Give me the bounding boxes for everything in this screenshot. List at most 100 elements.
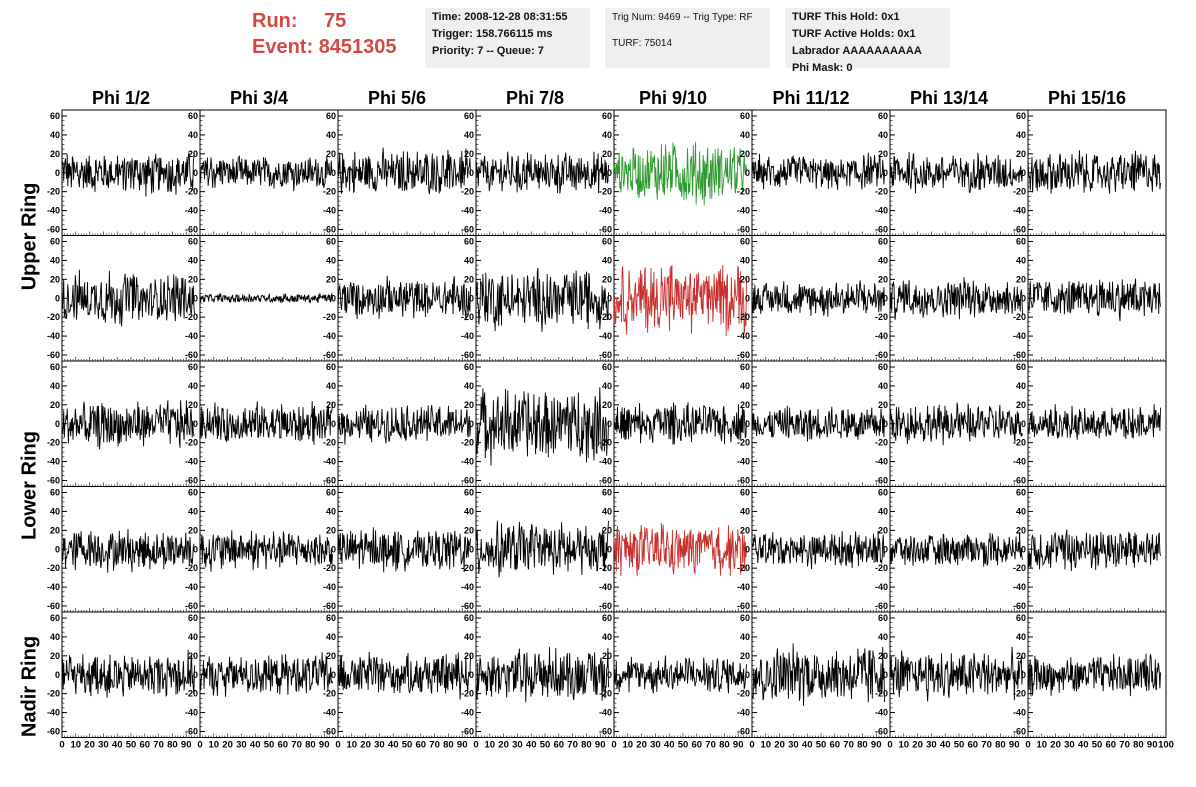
y-tick-label: 60 [602,488,612,498]
y-tick-label: 0 [331,168,336,178]
waveform-trace [337,275,471,321]
turf-hold-text: TURF This Hold: 0x1 [792,11,900,23]
x-tick-label: 50 [540,740,551,751]
waveform-trace [613,264,747,337]
y-tick-label: 20 [878,400,888,410]
y-tick-label: -20 [461,312,474,322]
column-header-6: Phi 11/12 [772,88,850,108]
x-tick-label: 70 [153,740,164,751]
y-tick-label: 20 [464,651,474,661]
waveform-trace [199,292,333,304]
x-tick-label: 80 [443,740,454,751]
turf-text: TURF: 75014 [612,38,673,49]
y-tick-label: 0 [607,419,612,429]
y-tick-label: 40 [464,130,474,140]
y-tick-label: -20 [185,438,198,448]
y-tick-label: -40 [1013,708,1026,718]
y-tick-label: -40 [185,206,198,216]
y-tick-label: 40 [878,506,888,516]
x-tick-label: 80 [719,740,730,751]
y-tick-label: -20 [737,438,750,448]
y-tick-label: -20 [47,438,60,448]
y-tick-label: 40 [878,381,888,391]
y-tick-label: 20 [50,149,60,159]
y-tick-label: 60 [464,237,474,247]
x-tick-label: 40 [1078,740,1089,751]
x-tick-label: 60 [554,740,565,751]
x-tick-label: 60 [140,740,151,751]
y-tick-label: 40 [188,255,198,265]
x-tick-label: 60 [692,740,703,751]
y-tick-label: 40 [464,506,474,516]
y-tick-label: -60 [185,476,198,486]
turf-info-panel: TURF This Hold: 0x1 TURF Active Holds: 0… [785,8,950,74]
y-tick-label: -20 [1013,438,1026,448]
y-tick-label: 0 [883,293,888,303]
y-tick-label: -20 [47,689,60,699]
x-tick-label: 10 [1037,740,1048,751]
y-tick-label: -40 [323,708,336,718]
panel-frame [1027,109,1167,236]
y-tick-label: -20 [47,312,60,322]
y-tick-label: 20 [1016,651,1026,661]
y-tick-label: 60 [740,613,750,623]
y-tick-label: 20 [326,274,336,284]
y-tick-label: 0 [883,168,888,178]
y-tick-label: 60 [602,362,612,372]
y-tick-label: -40 [185,457,198,467]
x-tick-label: 50 [402,740,413,751]
y-tick-label: 40 [326,381,336,391]
y-tick-label: 20 [326,651,336,661]
waveform-trace [199,401,333,445]
y-tick-label: -60 [875,225,888,235]
y-tick-label: 20 [878,651,888,661]
y-tick-label: -40 [599,708,612,718]
y-tick-label: -60 [737,601,750,611]
y-tick-label: -40 [461,457,474,467]
column-header-4: Phi 7/8 [505,88,565,108]
x-tick-label: 0 [59,740,64,751]
y-tick-label: -40 [461,331,474,341]
y-tick-label: 0 [1021,419,1026,429]
y-tick-label: 0 [745,168,750,178]
y-tick-label: 40 [1016,255,1026,265]
y-tick-label: 0 [55,168,60,178]
y-tick-label: 20 [464,274,474,284]
y-tick-label: -20 [47,187,60,197]
y-tick-label: 20 [602,274,612,284]
x-tick-label: 0 [473,740,478,751]
y-tick-label: -20 [461,187,474,197]
y-tick-label: -20 [1013,689,1026,699]
waveform-trace [337,527,471,573]
x-tick-label: 40 [112,740,123,751]
y-tick-label: -60 [185,350,198,360]
y-tick-label: 20 [188,400,198,410]
run-label: Run: [252,10,298,32]
y-tick-label: 20 [1016,149,1026,159]
y-tick-label: 20 [464,525,474,535]
y-tick-label: 40 [740,506,750,516]
y-tick-label: 60 [740,488,750,498]
y-tick-label: -20 [875,438,888,448]
x-tick-label: 20 [84,740,95,751]
x-tick-label: 50 [816,740,827,751]
y-tick-label: -40 [185,582,198,592]
waveform-trace [751,530,885,570]
x-tick-label: 80 [305,740,316,751]
y-tick-label: 40 [740,130,750,140]
y-tick-label: -60 [599,225,612,235]
y-tick-label: 40 [464,381,474,391]
x-tick-label: 70 [981,740,992,751]
y-tick-label: 0 [469,670,474,680]
y-tick-label: 60 [188,362,198,372]
y-tick-label: -60 [737,476,750,486]
y-tick-label: 60 [326,362,336,372]
waveform-trace [1027,150,1161,194]
y-tick-label: -40 [323,331,336,341]
y-tick-label: 40 [188,381,198,391]
y-tick-label: 20 [50,651,60,661]
waveform-trace [475,151,609,194]
y-tick-label: -20 [461,563,474,573]
x-tick-label: 0 [1025,740,1030,751]
y-tick-label: -40 [599,331,612,341]
